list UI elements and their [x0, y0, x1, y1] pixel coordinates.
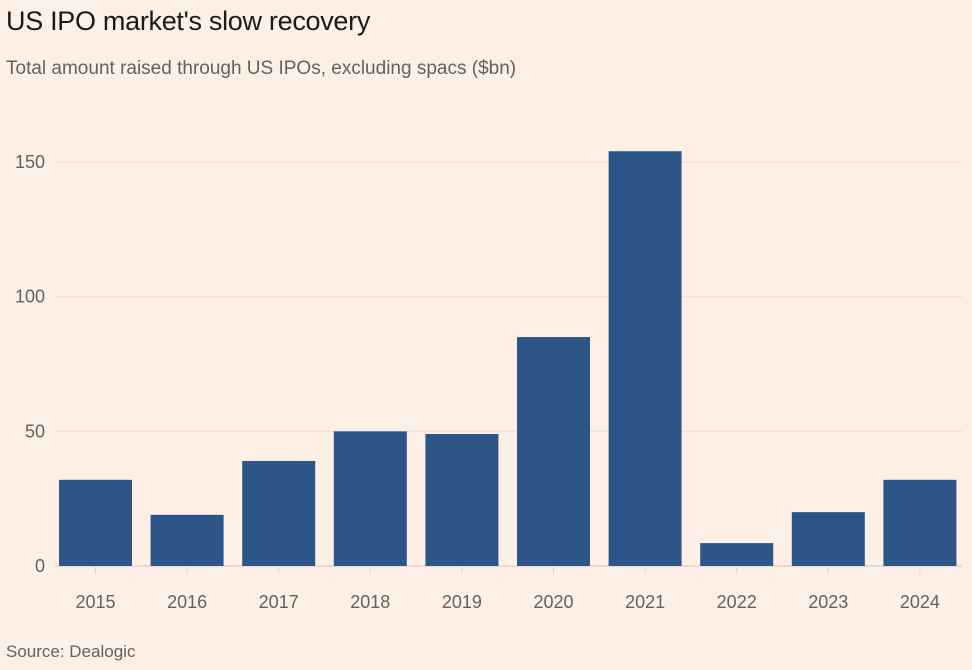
- x-tick-label: 2023: [808, 592, 848, 612]
- chart-title: US IPO market's slow recovery: [6, 6, 371, 36]
- y-tick-label: 100: [15, 287, 45, 307]
- y-tick-label: 150: [15, 152, 45, 172]
- bar-2016: [150, 514, 224, 566]
- y-tick-label: 0: [35, 556, 45, 576]
- y-axis: 0 50 100 150: [15, 152, 45, 576]
- y-tick-label: 50: [25, 421, 45, 441]
- x-tick-label: 2024: [900, 592, 940, 612]
- bar-2023: [791, 512, 865, 566]
- x-tick-label: 2021: [625, 592, 665, 612]
- x-tick-label: 2017: [259, 592, 299, 612]
- bar-2017: [242, 460, 316, 566]
- x-tick-label: 2020: [533, 592, 573, 612]
- x-tick-label: 2015: [75, 592, 115, 612]
- x-tick-label: 2018: [350, 592, 390, 612]
- bar-2024: [883, 479, 957, 566]
- x-tick-label: 2016: [167, 592, 207, 612]
- gridlines: [55, 161, 962, 567]
- x-tick-label: 2022: [717, 592, 757, 612]
- bar-2021: [608, 151, 682, 566]
- bar-2022: [700, 543, 774, 566]
- bar-2019: [425, 434, 499, 566]
- chart-subtitle: Total amount raised through US IPOs, exc…: [6, 58, 517, 79]
- bars: [59, 151, 957, 566]
- x-tick-label: 2019: [442, 592, 482, 612]
- source-note: Source: Dealogic: [6, 642, 136, 661]
- bar-2020: [517, 337, 590, 566]
- bar-2015: [59, 479, 132, 566]
- x-axis: 2015 2016 2017 2018 2019 2020 2021 2022 2023 2024: [75, 566, 940, 612]
- bar-2018: [333, 431, 407, 566]
